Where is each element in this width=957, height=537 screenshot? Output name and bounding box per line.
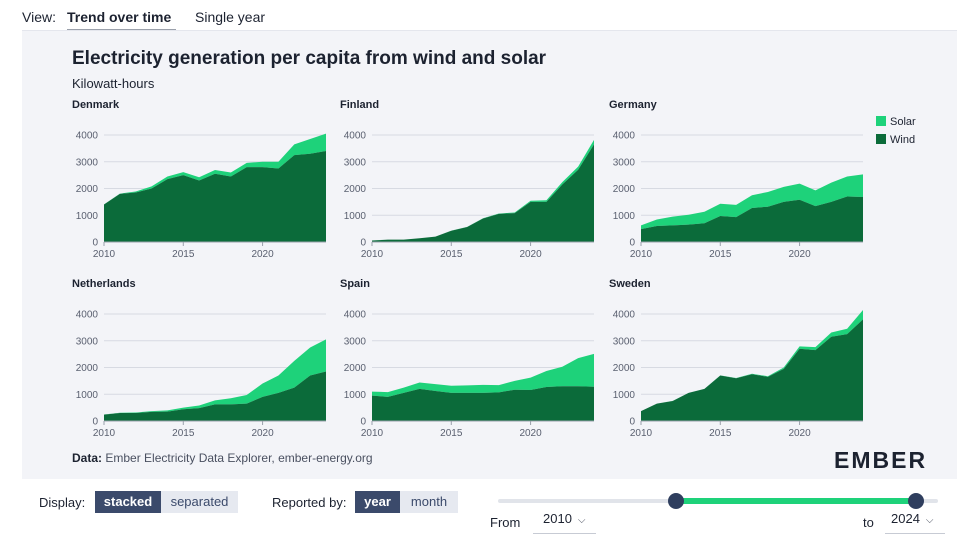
y-tick-label: 0 — [92, 238, 98, 249]
panel-title-sweden: Sweden — [609, 278, 651, 290]
x-tick-label: 2010 — [630, 249, 653, 260]
y-tick-label: 4000 — [76, 310, 99, 321]
y-tick-label: 1000 — [344, 211, 367, 222]
chevron-down-icon: ⌵ — [925, 515, 934, 526]
from-label: From — [490, 515, 521, 530]
wind-area-sweden — [641, 319, 863, 421]
from-year-value: 2010 — [543, 511, 572, 526]
y-tick-label: 2000 — [344, 184, 367, 195]
panel-title-netherlands: Netherlands — [72, 278, 136, 290]
display-label: Display: — [39, 495, 86, 510]
y-tick-label: 2000 — [76, 184, 99, 195]
y-tick-label: 4000 — [613, 310, 636, 321]
x-tick-label: 2015 — [709, 249, 732, 260]
y-tick-label: 4000 — [76, 131, 99, 142]
panel-title-denmark: Denmark — [72, 99, 120, 111]
wind-area-netherlands — [104, 371, 326, 421]
y-tick-label: 0 — [360, 238, 366, 249]
y-tick-label: 0 — [629, 417, 635, 428]
tab-trend-over-time[interactable]: Trend over time — [67, 9, 172, 25]
y-tick-label: 2000 — [76, 363, 99, 374]
x-tick-label: 2015 — [172, 249, 195, 260]
x-tick-label: 2010 — [630, 428, 653, 439]
y-tick-label: 1000 — [76, 211, 99, 222]
x-tick-label: 2010 — [361, 249, 384, 260]
y-tick-label: 3000 — [76, 336, 99, 347]
tab-single-year[interactable]: Single year — [195, 9, 266, 25]
data-source: Data: Ember Electricity Data Explorer, e… — [72, 451, 373, 465]
legend-swatch-wind — [876, 134, 886, 144]
y-tick-label: 3000 — [613, 157, 636, 168]
y-tick-label: 3000 — [344, 157, 367, 168]
y-tick-label: 0 — [629, 238, 635, 249]
display-stacked-button[interactable]: stacked — [95, 491, 161, 513]
to-label: to — [863, 515, 874, 530]
source-prefix: Data: — [72, 451, 103, 465]
legend-swatch-solar — [876, 116, 886, 126]
to-year-value: 2024 — [891, 511, 920, 526]
panel-title-spain: Spain — [340, 278, 370, 290]
y-tick-label: 0 — [360, 417, 366, 428]
y-tick-label: 4000 — [344, 310, 367, 321]
panel-title-finland: Finland — [340, 99, 379, 111]
y-tick-label: 3000 — [613, 336, 636, 347]
chart-title: Electricity generation per capita from w… — [72, 48, 547, 69]
chart-subtitle: Kilowatt-hours — [72, 76, 155, 91]
y-tick-label: 3000 — [76, 157, 99, 168]
year-range-slider-fill — [676, 498, 916, 504]
y-tick-label: 1000 — [613, 211, 636, 222]
panel-title-germany: Germany — [609, 99, 658, 111]
y-tick-label: 4000 — [613, 131, 636, 142]
range-start-handle[interactable] — [668, 493, 684, 509]
x-tick-label: 2015 — [440, 428, 463, 439]
x-tick-label: 2010 — [361, 428, 384, 439]
to-year-select[interactable]: 2024 ⌵ — [891, 511, 934, 533]
reported-by-label: Reported by: — [272, 495, 347, 510]
y-tick-label: 4000 — [344, 131, 367, 142]
x-tick-label: 2015 — [440, 249, 463, 260]
solar-area-netherlands — [104, 339, 326, 415]
chevron-down-icon: ⌵ — [577, 515, 586, 526]
solar-area-germany — [641, 174, 863, 230]
wind-area-spain — [372, 386, 594, 421]
view-bar: View: Trend over time Single year — [0, 0, 957, 32]
wind-area-denmark — [104, 151, 326, 242]
x-tick-label: 2015 — [172, 428, 195, 439]
y-tick-label: 2000 — [613, 184, 636, 195]
x-tick-label: 2020 — [519, 249, 542, 260]
y-tick-label: 3000 — [344, 336, 367, 347]
source-text: Ember Electricity Data Explorer, ember-e… — [105, 451, 373, 465]
x-tick-label: 2015 — [709, 428, 732, 439]
y-tick-label: 1000 — [76, 390, 99, 401]
from-select-underline — [533, 533, 596, 534]
x-tick-label: 2010 — [93, 428, 116, 439]
x-tick-label: 2020 — [788, 249, 811, 260]
wind-area-finland — [372, 144, 594, 242]
display-separated-button[interactable]: separated — [161, 491, 238, 513]
legend-label-wind: Wind — [890, 134, 915, 146]
x-tick-label: 2020 — [788, 428, 811, 439]
range-end-handle[interactable] — [908, 493, 924, 509]
y-tick-label: 1000 — [344, 390, 367, 401]
reported-month-button[interactable]: month — [400, 491, 458, 513]
from-year-select[interactable]: 2010 ⌵ — [543, 511, 586, 533]
to-select-underline — [885, 533, 945, 534]
x-tick-label: 2020 — [251, 428, 274, 439]
y-tick-label: 2000 — [344, 363, 367, 374]
x-tick-label: 2010 — [93, 249, 116, 260]
y-tick-label: 1000 — [613, 390, 636, 401]
x-tick-label: 2020 — [519, 428, 542, 439]
y-tick-label: 2000 — [613, 363, 636, 374]
view-label: View: — [22, 9, 56, 25]
y-tick-label: 0 — [92, 417, 98, 428]
wind-area-germany — [641, 196, 863, 242]
ember-logo: EMBER — [834, 447, 928, 473]
solar-area-spain — [372, 353, 594, 397]
x-tick-label: 2020 — [251, 249, 274, 260]
reported-year-button[interactable]: year — [355, 491, 400, 513]
legend-label-solar: Solar — [890, 116, 916, 128]
